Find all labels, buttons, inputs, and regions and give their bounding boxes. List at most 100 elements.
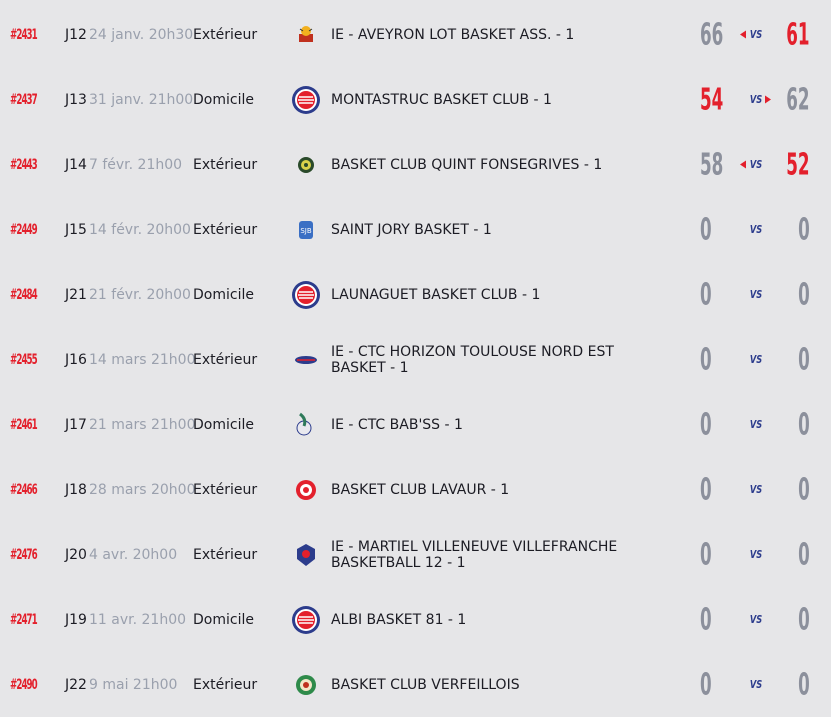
match-code-link[interactable]: #2461 bbox=[10, 416, 38, 433]
match-row[interactable]: #2490 J22 9 mai 21h00 Extérieur BASKET CLUB … bbox=[0, 652, 831, 717]
score-home: 0 bbox=[700, 602, 712, 637]
vs-label: VS bbox=[749, 613, 762, 626]
vs-badge: VS bbox=[740, 279, 771, 310]
match-date: 14 mars 21h00 bbox=[89, 351, 196, 368]
match-date: 24 janv. 20h30 bbox=[89, 26, 194, 43]
match-row[interactable]: #2449 J15 14 févr. 20h00 Extérieur SJB SAINT … bbox=[0, 197, 831, 262]
venue-label: Extérieur bbox=[193, 221, 258, 238]
arrow-left-icon bbox=[740, 160, 746, 169]
vs-badge: VS bbox=[740, 19, 771, 50]
score-home: 0 bbox=[700, 342, 712, 377]
matchday-label: J13 bbox=[65, 91, 87, 108]
match-row[interactable]: #2455 J16 14 mars 21h00 Extérieur IE - CTC H… bbox=[0, 327, 831, 392]
match-row[interactable]: #2476 J20 4 avr. 20h00 Extérieur IE - MARTIE… bbox=[0, 522, 831, 587]
match-row[interactable]: #2484 J21 21 févr. 20h00 Domicile LAUNAGUET … bbox=[0, 262, 831, 327]
lavaur-logo-icon bbox=[291, 475, 321, 505]
opponent-name[interactable]: IE - CTC BAB'SS - 1 bbox=[331, 416, 463, 433]
score-home: 0 bbox=[700, 277, 712, 312]
match-code-link[interactable]: #2431 bbox=[10, 26, 38, 43]
match-date: 9 mai 21h00 bbox=[89, 676, 178, 693]
match-row[interactable]: #2431 J12 24 janv. 20h30 Extérieur IE - AVEY… bbox=[0, 2, 831, 67]
opponent-name[interactable]: IE - CTC HORIZON TOULOUSE NORD EST BASKE… bbox=[331, 343, 614, 376]
score-away: 0 bbox=[798, 407, 810, 442]
match-row[interactable]: #2443 J14 7 févr. 21h00 Extérieur BASKET CLU… bbox=[0, 132, 831, 197]
match-row[interactable]: #2437 J13 31 janv. 21h00 Domicile MONTASTRUC… bbox=[0, 67, 831, 132]
score-home: 0 bbox=[700, 472, 712, 507]
venue-label: Extérieur bbox=[193, 26, 258, 43]
match-code-link[interactable]: #2443 bbox=[10, 156, 38, 173]
opponent-name[interactable]: BASKET CLUB LAVAUR - 1 bbox=[331, 481, 510, 498]
score-away: 0 bbox=[798, 212, 810, 247]
score-away: 0 bbox=[798, 537, 810, 572]
vs-badge: VS bbox=[740, 539, 771, 570]
match-date: 21 févr. 20h00 bbox=[89, 286, 191, 303]
vs-badge: VS bbox=[740, 669, 771, 700]
match-date: 28 mars 20h00 bbox=[89, 481, 196, 498]
matchday-label: J18 bbox=[65, 481, 87, 498]
vs-label: VS bbox=[749, 288, 762, 301]
opponent-name[interactable]: MONTASTRUC BASKET CLUB - 1 bbox=[331, 91, 552, 108]
score-away: 0 bbox=[798, 667, 810, 702]
venue-label: Extérieur bbox=[193, 156, 258, 173]
verfeillois-logo-icon bbox=[291, 670, 321, 700]
score-away: 0 bbox=[798, 472, 810, 507]
opponent-name[interactable]: LAUNAGUET BASKET CLUB - 1 bbox=[331, 286, 541, 303]
martiel-villeneuve-logo-icon bbox=[291, 540, 321, 570]
vs-badge: VS bbox=[740, 84, 771, 115]
match-code-link[interactable]: #2471 bbox=[10, 611, 38, 628]
match-date: 4 avr. 20h00 bbox=[89, 546, 178, 563]
venue-label: Extérieur bbox=[193, 481, 258, 498]
matchday-label: J22 bbox=[65, 676, 87, 693]
match-date: 14 févr. 20h00 bbox=[89, 221, 191, 238]
matchday-label: J19 bbox=[65, 611, 87, 628]
matchday-label: J21 bbox=[65, 286, 87, 303]
opponent-name[interactable]: ALBI BASKET 81 - 1 bbox=[331, 611, 467, 628]
match-code-link[interactable]: #2455 bbox=[10, 351, 38, 368]
opponent-name[interactable]: IE - MARTIEL VILLENEUVE VILLEFRANCHE BAS… bbox=[331, 538, 618, 571]
vs-label: VS bbox=[749, 548, 762, 561]
match-code-link[interactable]: #2466 bbox=[10, 481, 38, 498]
matchday-label: J16 bbox=[65, 351, 87, 368]
vs-badge: VS bbox=[740, 149, 771, 180]
score-away: 61 bbox=[786, 17, 810, 52]
match-code-link[interactable]: #2490 bbox=[10, 676, 38, 693]
score-away: 52 bbox=[786, 147, 810, 182]
score-home: 66 bbox=[700, 17, 724, 52]
vs-badge: VS bbox=[740, 214, 771, 245]
arrow-left-icon bbox=[740, 30, 746, 39]
opponent-name[interactable]: IE - AVEYRON LOT BASKET ASS. - 1 bbox=[331, 26, 575, 43]
opponent-name[interactable]: BASKET CLUB QUINT FONSEGRIVES - 1 bbox=[331, 156, 603, 173]
match-date: 31 janv. 21h00 bbox=[89, 91, 194, 108]
score-home: 0 bbox=[700, 537, 712, 572]
vs-label: VS bbox=[749, 158, 762, 171]
svg-text:SJB: SJB bbox=[300, 227, 312, 235]
vs-label: VS bbox=[749, 223, 762, 236]
match-code-link[interactable]: #2476 bbox=[10, 546, 38, 563]
score-away: 0 bbox=[798, 602, 810, 637]
opponent-name[interactable]: SAINT JORY BASKET - 1 bbox=[331, 221, 492, 238]
match-code-link[interactable]: #2484 bbox=[10, 286, 38, 303]
vs-badge: VS bbox=[740, 409, 771, 440]
matchday-label: J15 bbox=[65, 221, 87, 238]
vs-label: VS bbox=[749, 483, 762, 496]
match-row[interactable]: #2471 J19 11 avr. 21h00 Domicile ALBI BASKET… bbox=[0, 587, 831, 652]
match-date: 11 avr. 21h00 bbox=[89, 611, 187, 628]
opponent-name[interactable]: BASKET CLUB VERFEILLOIS bbox=[331, 676, 520, 693]
score-home: 54 bbox=[700, 82, 724, 117]
vs-label: VS bbox=[749, 678, 762, 691]
ctc-horizon-logo-icon bbox=[291, 345, 321, 375]
matchday-label: J17 bbox=[65, 416, 87, 433]
match-code-link[interactable]: #2437 bbox=[10, 91, 38, 108]
match-row[interactable]: #2461 J17 21 mars 21h00 Domicile IE - CTC BA… bbox=[0, 392, 831, 457]
match-code-link[interactable]: #2449 bbox=[10, 221, 38, 238]
saint-jory-logo-icon: SJB bbox=[291, 215, 321, 245]
matchday-label: J14 bbox=[65, 156, 87, 173]
score-home: 58 bbox=[700, 147, 724, 182]
arrow-right-icon bbox=[765, 95, 771, 104]
ctc-babss-logo-icon bbox=[291, 410, 321, 440]
match-row[interactable]: #2466 J18 28 mars 20h00 Extérieur BASKET CLU… bbox=[0, 457, 831, 522]
venue-label: Domicile bbox=[193, 286, 254, 303]
albi-logo-icon bbox=[291, 605, 321, 635]
aveyron-lot-logo-icon bbox=[291, 20, 321, 50]
quint-fonsegrives-logo-icon bbox=[291, 150, 321, 180]
